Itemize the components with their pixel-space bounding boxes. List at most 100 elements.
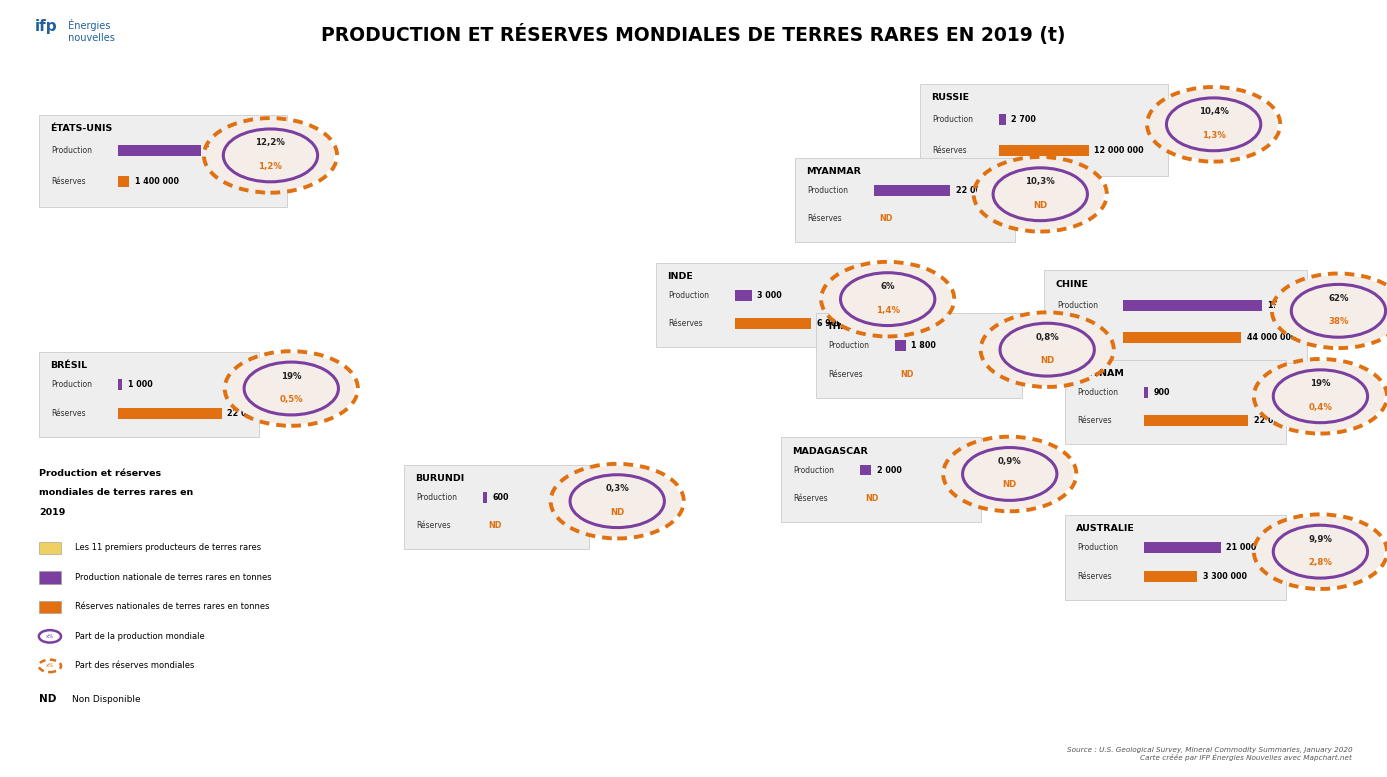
Text: ND: ND (865, 494, 879, 503)
Bar (118, 145, 201, 156)
Text: 6%: 6% (881, 282, 895, 291)
Text: 1 400 000: 1 400 000 (135, 177, 179, 186)
Bar (1123, 332, 1241, 343)
FancyBboxPatch shape (920, 84, 1168, 176)
Circle shape (207, 120, 334, 191)
FancyBboxPatch shape (781, 437, 981, 522)
Text: 26 000: 26 000 (207, 146, 237, 155)
Text: Part de la production mondiale: Part de la production mondiale (75, 632, 205, 641)
FancyBboxPatch shape (816, 313, 1022, 398)
Text: 2,8%: 2,8% (1308, 558, 1333, 567)
Circle shape (1257, 516, 1384, 587)
Text: Réserves: Réserves (807, 214, 842, 223)
Bar (118, 408, 222, 419)
Circle shape (946, 438, 1074, 510)
Text: 21 000: 21 000 (1226, 543, 1257, 552)
Text: ifp: ifp (35, 19, 57, 34)
Text: ND: ND (1033, 200, 1047, 210)
Bar (118, 379, 122, 390)
Text: Production nationale de terres rares en tonnes: Production nationale de terres rares en … (75, 573, 272, 582)
Text: 0,9%: 0,9% (997, 457, 1022, 466)
Circle shape (976, 159, 1104, 230)
FancyBboxPatch shape (656, 263, 863, 347)
FancyBboxPatch shape (1065, 360, 1286, 444)
Bar (860, 465, 871, 476)
Text: 0,8%: 0,8% (1035, 333, 1060, 342)
Text: 2 700: 2 700 (1011, 115, 1036, 124)
Text: Réserves: Réserves (51, 177, 86, 186)
Bar (1144, 387, 1148, 398)
Text: 19%: 19% (282, 371, 301, 381)
Text: 0,3%: 0,3% (605, 484, 630, 493)
Text: MADAGASCAR: MADAGASCAR (792, 447, 868, 456)
Bar (874, 185, 950, 196)
Bar (1123, 301, 1262, 312)
Text: Source : U.S. Geological Survey, Mineral Commodity Summaries, January 2020
Carte: Source : U.S. Geological Survey, Mineral… (1067, 747, 1352, 761)
Text: Réserves: Réserves (1078, 416, 1112, 425)
Text: 2019: 2019 (39, 507, 65, 517)
Text: Production: Production (932, 115, 974, 124)
Bar (1144, 416, 1248, 427)
Circle shape (1257, 361, 1384, 432)
Text: Réserves: Réserves (51, 409, 86, 417)
Text: x%: x% (46, 664, 54, 668)
Text: x%: x% (46, 634, 54, 639)
Text: Production: Production (416, 493, 458, 502)
Text: 1 000: 1 000 (128, 380, 153, 389)
Text: Réserves nationales de terres rares en tonnes: Réserves nationales de terres rares en t… (75, 602, 269, 611)
Circle shape (824, 263, 951, 335)
Text: THAÏLANDE: THAÏLANDE (827, 322, 888, 332)
Text: 12,2%: 12,2% (255, 138, 286, 148)
Text: ND: ND (900, 370, 914, 378)
Text: 38%: 38% (1329, 317, 1348, 326)
Bar (483, 492, 487, 503)
Text: 900: 900 (1154, 388, 1171, 397)
Text: Production: Production (793, 465, 835, 475)
FancyBboxPatch shape (795, 158, 1015, 242)
Circle shape (1275, 275, 1387, 347)
Text: ND: ND (488, 521, 502, 530)
Text: 19%: 19% (1311, 379, 1330, 388)
Text: Réserves: Réserves (669, 319, 703, 328)
Circle shape (553, 465, 681, 537)
Text: 132 000: 132 000 (1268, 301, 1304, 310)
Text: Production: Production (51, 146, 93, 155)
FancyBboxPatch shape (404, 465, 589, 549)
Text: Réserves: Réserves (416, 521, 451, 530)
FancyBboxPatch shape (1065, 515, 1286, 600)
Text: RUSSIE: RUSSIE (931, 93, 968, 103)
Text: 62%: 62% (1329, 294, 1348, 303)
Bar (39, 601, 61, 613)
Bar (1144, 571, 1197, 582)
Text: 9,9%: 9,9% (1308, 535, 1333, 544)
Text: 3 000: 3 000 (757, 291, 782, 300)
Text: VIETNAM: VIETNAM (1076, 369, 1125, 378)
Text: Les 11 premiers producteurs de terres rares: Les 11 premiers producteurs de terres ra… (75, 543, 261, 552)
Text: 1,2%: 1,2% (258, 162, 283, 171)
Text: 22 000 000: 22 000 000 (1254, 416, 1304, 425)
Text: 22 000 000: 22 000 000 (227, 409, 277, 417)
Text: Production: Production (1057, 301, 1099, 310)
Text: ÉTATS-UNIS: ÉTATS-UNIS (50, 124, 112, 134)
Text: 2 000: 2 000 (877, 465, 902, 475)
Bar (735, 319, 811, 329)
Text: PRODUCTION ET RÉSERVES MONDIALES DE TERRES RARES EN 2019 (t): PRODUCTION ET RÉSERVES MONDIALES DE TERR… (322, 24, 1065, 46)
Text: 1 800: 1 800 (911, 341, 936, 350)
Text: Réserves: Réserves (1078, 572, 1112, 580)
Text: 10,3%: 10,3% (1025, 177, 1056, 186)
Circle shape (983, 314, 1111, 385)
Bar (895, 340, 906, 351)
Bar (735, 290, 752, 301)
FancyBboxPatch shape (39, 115, 287, 207)
Text: ND: ND (1040, 356, 1054, 365)
Text: Part des réserves mondiales: Part des réserves mondiales (75, 661, 194, 671)
Text: Réserves: Réserves (1057, 333, 1092, 342)
Text: 600: 600 (492, 493, 509, 502)
Text: 6 900 000: 6 900 000 (817, 319, 861, 328)
Text: ND: ND (1003, 480, 1017, 490)
Text: 3 300 000: 3 300 000 (1203, 572, 1247, 580)
Bar (999, 114, 1006, 125)
Text: Réserves: Réserves (793, 494, 828, 503)
Text: Production: Production (669, 291, 710, 300)
Text: ND: ND (39, 695, 57, 704)
